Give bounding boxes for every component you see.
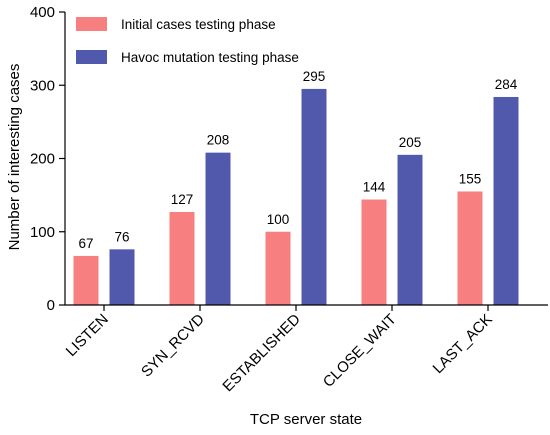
value-labels-layer: 67 76 127 208 100 295 144 205 155 284 [78,69,517,251]
bar-havoc-last_ack [493,96,519,305]
bar-value-label: 100 [267,212,290,227]
y-axis: 0 100 200 300 400 [30,4,66,314]
bar-initial-last_ack [457,191,483,305]
legend-swatch [76,17,107,31]
legend-swatch [76,50,107,64]
bar-initial-syn_rcvd [169,211,195,305]
legend-label: Havoc mutation testing phase [121,50,299,65]
x-tick-label: LISTEN [63,311,112,360]
legend: Initial cases testing phase Havoc mutatio… [76,17,299,65]
bar-value-label: 284 [495,77,518,92]
bar-value-label: 295 [303,69,326,84]
bar-initial-established [265,231,291,305]
y-tick-label: 400 [30,4,55,21]
bar-havoc-syn_rcvd [205,152,231,305]
bar-havoc-close_wait [397,154,423,305]
bar-havoc-established [301,88,327,305]
bar-value-label: 144 [363,180,386,195]
bar-value-label: 76 [114,229,129,244]
y-tick-label: 200 [30,151,55,168]
bar-value-label: 208 [207,133,230,148]
bar-initial-listen [73,255,99,305]
bar-value-label: 127 [171,192,194,207]
y-tick-label: 300 [30,77,55,94]
y-tick-label: 100 [30,224,55,241]
y-tick-label: 0 [47,297,55,314]
bars-layer [73,88,519,305]
legend-label: Initial cases testing phase [121,17,276,32]
x-axis-title: TCP server state [250,411,362,428]
x-tick-label: LAST_ACK [430,311,496,377]
x-tick-label: CLOSE_WAIT [320,311,400,391]
x-tick-label: SYN_RCVD [138,311,208,381]
x-axis: LISTEN SYN_RCVD ESTABLISHED CLOSE_WAIT LAST_… [63,304,548,395]
x-tick-label: ESTABLISHED [219,311,303,395]
bar-initial-close_wait [361,199,387,305]
bar-havoc-listen [109,249,135,305]
y-axis-title: Number of interesting cases [6,64,23,251]
bar-value-label: 67 [78,236,93,251]
bar-value-label: 205 [399,135,422,150]
bar-value-label: 155 [459,171,482,186]
